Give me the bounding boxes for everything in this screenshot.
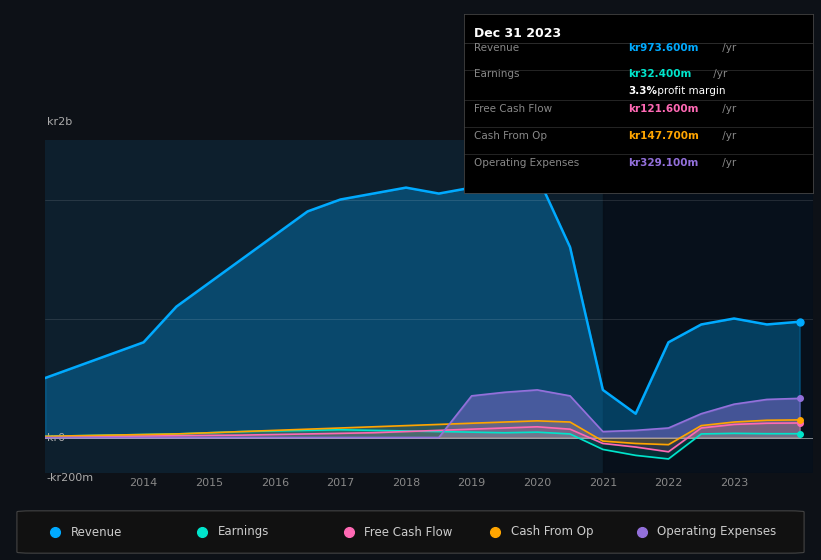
Text: Cash From Op: Cash From Op (475, 131, 548, 141)
Text: kr2b: kr2b (47, 116, 72, 127)
Text: kr0: kr0 (47, 432, 65, 442)
Text: Free Cash Flow: Free Cash Flow (475, 104, 553, 114)
Text: Operating Expenses: Operating Expenses (658, 525, 777, 539)
Text: Operating Expenses: Operating Expenses (475, 158, 580, 168)
Bar (603, 140, 813, 473)
Text: kr329.100m: kr329.100m (628, 158, 698, 168)
Text: Free Cash Flow: Free Cash Flow (365, 525, 452, 539)
Text: Revenue: Revenue (71, 525, 122, 539)
Text: Revenue: Revenue (475, 44, 520, 53)
FancyBboxPatch shape (17, 511, 804, 553)
Text: /yr: /yr (718, 158, 736, 168)
Text: Cash From Op: Cash From Op (511, 525, 594, 539)
Text: Earnings: Earnings (475, 68, 520, 78)
Text: kr147.700m: kr147.700m (628, 131, 699, 141)
Text: /yr: /yr (710, 68, 727, 78)
Text: Earnings: Earnings (218, 525, 269, 539)
Text: profit margin: profit margin (654, 86, 726, 96)
Text: kr973.600m: kr973.600m (628, 44, 699, 53)
Text: kr32.400m: kr32.400m (628, 68, 691, 78)
Text: -kr200m: -kr200m (47, 473, 94, 483)
Text: kr121.600m: kr121.600m (628, 104, 699, 114)
Text: 3.3%: 3.3% (628, 86, 657, 96)
Text: /yr: /yr (718, 131, 736, 141)
Text: Dec 31 2023: Dec 31 2023 (475, 26, 562, 40)
Text: /yr: /yr (718, 104, 736, 114)
Text: /yr: /yr (718, 44, 736, 53)
